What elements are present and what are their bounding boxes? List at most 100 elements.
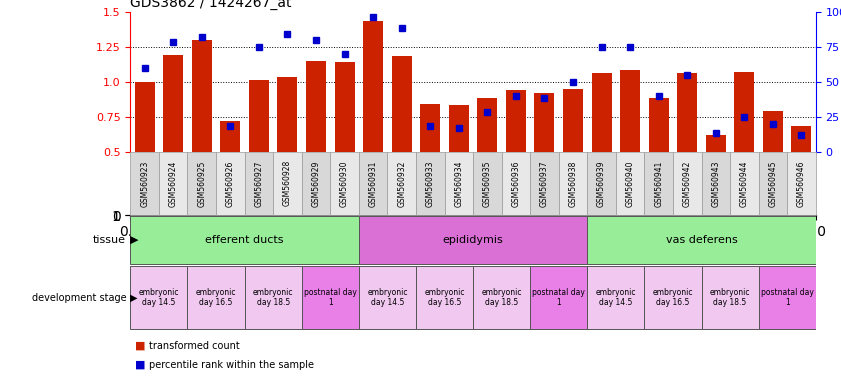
Bar [245, 152, 273, 215]
Text: ▶: ▶ [130, 293, 137, 303]
Bar [587, 266, 644, 329]
Bar [388, 152, 416, 215]
Bar [706, 135, 726, 152]
Text: GSM560923: GSM560923 [140, 160, 149, 207]
Bar [473, 266, 530, 329]
Text: GSM560936: GSM560936 [511, 160, 521, 207]
Text: GSM560932: GSM560932 [397, 160, 406, 207]
Text: GSM560946: GSM560946 [797, 160, 806, 207]
Text: GSM560934: GSM560934 [454, 160, 463, 207]
Bar [359, 266, 416, 329]
Bar [473, 152, 501, 215]
Text: postnatal day
1: postnatal day 1 [304, 288, 357, 307]
Text: postnatal day
1: postnatal day 1 [761, 288, 813, 307]
Text: GSM560925: GSM560925 [198, 160, 206, 207]
Bar [677, 73, 697, 152]
Bar [416, 266, 473, 329]
Text: GSM560931: GSM560931 [368, 160, 378, 207]
Bar [530, 266, 587, 329]
Bar [302, 266, 359, 329]
Text: GSM560930: GSM560930 [340, 160, 349, 207]
Text: efferent ducts: efferent ducts [205, 235, 284, 245]
Bar [644, 266, 701, 329]
Text: GSM560924: GSM560924 [169, 160, 177, 207]
Bar [130, 266, 188, 329]
Text: GSM560937: GSM560937 [540, 160, 549, 207]
Bar [245, 266, 302, 329]
Bar [730, 152, 759, 215]
Bar [192, 40, 212, 152]
Bar [420, 104, 440, 152]
Text: GSM560926: GSM560926 [226, 160, 235, 207]
Bar [188, 266, 245, 329]
Text: GSM560928: GSM560928 [283, 160, 292, 207]
Text: GSM560942: GSM560942 [683, 160, 692, 207]
Text: ▶: ▶ [130, 235, 138, 245]
Text: vas deferens: vas deferens [666, 235, 738, 245]
Text: embryonic
day 16.5: embryonic day 16.5 [653, 288, 693, 307]
Bar [701, 266, 759, 329]
Bar [530, 152, 558, 215]
Text: embryonic
day 18.5: embryonic day 18.5 [710, 288, 750, 307]
Bar [331, 152, 359, 215]
Bar [159, 152, 188, 215]
Bar [648, 98, 669, 152]
Bar [734, 72, 754, 152]
Bar [506, 90, 526, 152]
Bar [363, 22, 383, 152]
Bar [306, 61, 326, 152]
Text: development stage: development stage [31, 293, 126, 303]
Bar [302, 152, 331, 215]
Text: GSM560935: GSM560935 [483, 160, 492, 207]
Text: embryonic
day 18.5: embryonic day 18.5 [253, 288, 294, 307]
Text: ■: ■ [135, 360, 145, 370]
Text: embryonic
day 18.5: embryonic day 18.5 [481, 288, 522, 307]
Bar [535, 93, 554, 152]
Bar [763, 111, 783, 152]
Bar [501, 152, 530, 215]
Text: percentile rank within the sample: percentile rank within the sample [149, 360, 314, 370]
Text: GSM560929: GSM560929 [311, 160, 320, 207]
Bar [278, 78, 298, 152]
Bar [563, 89, 583, 152]
Bar [359, 216, 587, 264]
Bar [620, 70, 640, 152]
Text: GSM560939: GSM560939 [597, 160, 606, 207]
Text: embryonic
day 14.5: embryonic day 14.5 [595, 288, 636, 307]
Text: GSM560933: GSM560933 [426, 160, 435, 207]
Bar [587, 152, 616, 215]
Bar [449, 106, 468, 152]
Bar [135, 82, 155, 152]
Bar [335, 62, 355, 152]
Bar [791, 126, 812, 152]
Text: ■: ■ [135, 341, 145, 351]
Bar [587, 216, 816, 264]
Bar [701, 152, 730, 215]
Bar [478, 98, 497, 152]
Bar [130, 152, 159, 215]
Text: GSM560945: GSM560945 [769, 160, 777, 207]
Bar [163, 55, 183, 152]
Bar [673, 152, 701, 215]
Bar [359, 152, 388, 215]
Text: postnatal day
1: postnatal day 1 [532, 288, 585, 307]
Bar [644, 152, 673, 215]
Bar [787, 152, 816, 215]
Text: GSM560940: GSM560940 [626, 160, 635, 207]
Bar [130, 216, 359, 264]
Text: embryonic
day 14.5: embryonic day 14.5 [368, 288, 408, 307]
Bar [558, 152, 587, 215]
Text: GSM560941: GSM560941 [654, 160, 664, 207]
Text: GSM560927: GSM560927 [254, 160, 263, 207]
Text: epididymis: epididymis [442, 235, 504, 245]
Bar [392, 56, 411, 152]
Text: embryonic
day 14.5: embryonic day 14.5 [139, 288, 179, 307]
Text: GSM560943: GSM560943 [711, 160, 720, 207]
Bar [273, 152, 302, 215]
Bar [759, 266, 816, 329]
Bar [445, 152, 473, 215]
Bar [416, 152, 445, 215]
Text: transformed count: transformed count [149, 341, 240, 351]
Text: embryonic
day 16.5: embryonic day 16.5 [196, 288, 236, 307]
Bar [616, 152, 644, 215]
